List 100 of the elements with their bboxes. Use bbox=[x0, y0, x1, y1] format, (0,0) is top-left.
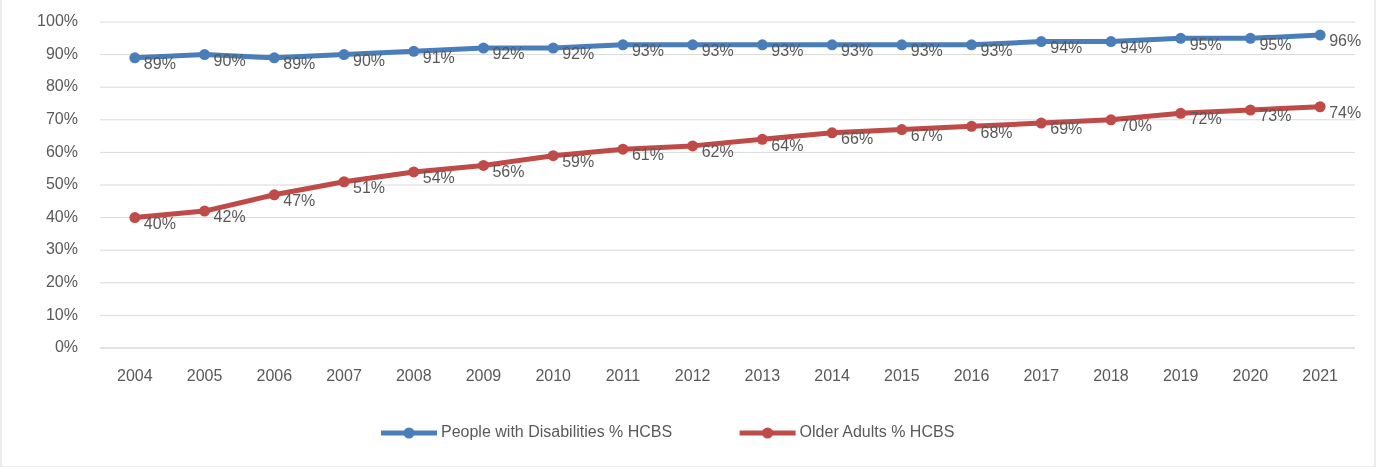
point bbox=[268, 52, 280, 64]
data-label: 73% bbox=[1259, 107, 1292, 125]
x-tick-label: 2008 bbox=[395, 367, 432, 384]
x-tick-label: 2009 bbox=[465, 367, 502, 384]
point bbox=[129, 212, 141, 224]
point bbox=[896, 39, 908, 51]
data-label: 92% bbox=[562, 45, 595, 63]
point bbox=[477, 42, 489, 54]
data-label: 69% bbox=[1050, 120, 1083, 138]
point bbox=[547, 42, 559, 54]
data-label: 64% bbox=[771, 136, 804, 154]
legend-label: People with Disabilities % HCBS bbox=[441, 423, 673, 441]
x-tick-label: 2007 bbox=[326, 367, 362, 384]
data-label: 61% bbox=[631, 146, 664, 164]
data-label: 54% bbox=[422, 169, 455, 187]
data-label: 89% bbox=[283, 55, 316, 73]
point bbox=[1105, 36, 1117, 48]
y-tick-label: 50% bbox=[45, 175, 78, 193]
point bbox=[1244, 32, 1256, 44]
y-tick-label: 80% bbox=[45, 77, 78, 95]
data-label: 72% bbox=[1189, 110, 1222, 128]
point bbox=[408, 166, 420, 178]
point bbox=[547, 150, 559, 162]
y-tick-label: 90% bbox=[45, 44, 78, 62]
point bbox=[966, 39, 978, 51]
data-label: 47% bbox=[283, 192, 316, 210]
data-label: 70% bbox=[1119, 117, 1152, 135]
x-tick-label: 2015 bbox=[884, 367, 920, 384]
data-label: 89% bbox=[143, 55, 176, 73]
point bbox=[826, 39, 838, 51]
point bbox=[756, 133, 768, 145]
y-tick-label: 0% bbox=[54, 338, 78, 356]
data-label: 93% bbox=[771, 42, 804, 60]
point bbox=[199, 205, 211, 217]
point bbox=[1035, 117, 1047, 129]
x-tick-label: 2012 bbox=[674, 367, 711, 384]
data-label: 56% bbox=[492, 162, 525, 180]
y-tick-label: 30% bbox=[45, 240, 78, 258]
x-tick-label: 2010 bbox=[535, 367, 572, 384]
legend-label: Older Adults % HCBS bbox=[799, 423, 955, 441]
point bbox=[1105, 114, 1117, 126]
data-label: 94% bbox=[1119, 38, 1152, 56]
y-tick-label: 70% bbox=[45, 110, 78, 128]
point bbox=[617, 143, 629, 155]
point bbox=[338, 176, 350, 188]
point bbox=[617, 39, 629, 51]
point bbox=[826, 127, 838, 139]
point bbox=[129, 52, 141, 64]
point bbox=[1314, 29, 1326, 41]
y-tick-label: 10% bbox=[45, 305, 78, 323]
y-tick-label: 20% bbox=[45, 273, 78, 291]
y-tick-label: 100% bbox=[37, 12, 78, 30]
data-label: 94% bbox=[1050, 38, 1083, 56]
x-tick-label: 2004 bbox=[117, 367, 153, 384]
point bbox=[1175, 32, 1187, 44]
data-label: 42% bbox=[213, 208, 246, 226]
data-label: 62% bbox=[701, 143, 734, 161]
point bbox=[1314, 101, 1326, 113]
data-label: 96% bbox=[1329, 32, 1362, 50]
x-tick-label: 2019 bbox=[1162, 367, 1199, 384]
y-tick-label: 40% bbox=[45, 207, 78, 225]
data-label: 93% bbox=[980, 42, 1013, 60]
data-label: 68% bbox=[980, 123, 1013, 141]
point bbox=[408, 45, 420, 57]
point bbox=[1244, 104, 1256, 116]
x-tick-label: 2021 bbox=[1302, 367, 1339, 384]
x-tick-label: 2006 bbox=[256, 367, 293, 384]
point bbox=[338, 49, 350, 61]
point bbox=[268, 189, 280, 201]
x-tick-label: 2016 bbox=[953, 367, 990, 384]
data-label: 74% bbox=[1329, 103, 1362, 121]
data-label: 93% bbox=[910, 42, 943, 60]
data-label: 93% bbox=[841, 42, 874, 60]
data-label: 59% bbox=[562, 152, 595, 170]
data-label: 91% bbox=[422, 48, 455, 66]
y-tick-label: 60% bbox=[45, 142, 78, 160]
point bbox=[896, 124, 908, 136]
point bbox=[687, 39, 699, 51]
x-tick-label: 2020 bbox=[1232, 367, 1269, 384]
x-tick-label: 2005 bbox=[186, 367, 223, 384]
point bbox=[199, 49, 211, 61]
data-label: 92% bbox=[492, 45, 525, 63]
data-label: 95% bbox=[1259, 35, 1292, 53]
data-label: 67% bbox=[910, 126, 943, 144]
data-label: 40% bbox=[143, 214, 176, 232]
x-tick-label: 2017 bbox=[1023, 367, 1060, 384]
data-label: 51% bbox=[353, 178, 386, 196]
point bbox=[687, 140, 699, 152]
data-label: 93% bbox=[701, 42, 734, 60]
point bbox=[1035, 36, 1047, 48]
x-tick-label: 2013 bbox=[744, 367, 781, 384]
data-label: 90% bbox=[353, 51, 386, 69]
point bbox=[1175, 107, 1187, 119]
data-label: 93% bbox=[631, 42, 664, 60]
point bbox=[477, 159, 489, 171]
point bbox=[756, 39, 768, 51]
x-tick-label: 2011 bbox=[605, 367, 641, 384]
point bbox=[966, 120, 978, 132]
data-label: 66% bbox=[841, 130, 874, 148]
x-tick-label: 2018 bbox=[1093, 367, 1129, 384]
